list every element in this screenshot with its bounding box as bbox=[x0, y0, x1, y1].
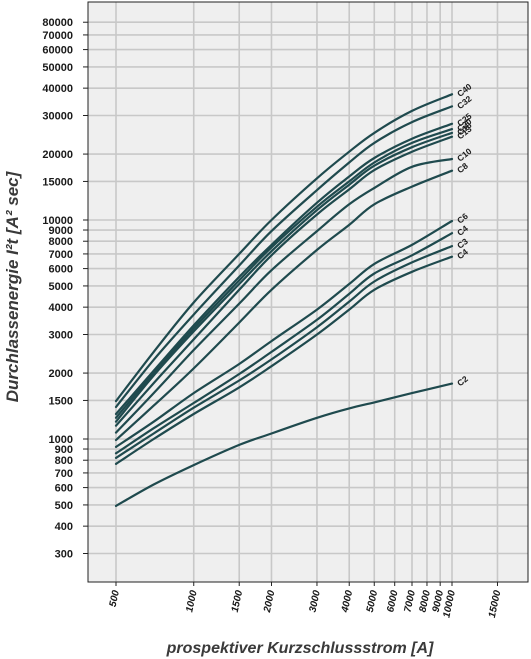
y-tick-label: 60000 bbox=[42, 45, 73, 57]
y-tick-label: 20000 bbox=[42, 149, 73, 161]
y-tick-label: 4000 bbox=[49, 302, 73, 314]
x-tick-label: 1000 bbox=[184, 589, 199, 613]
y-tick-label: 400 bbox=[55, 521, 73, 533]
y-tick-label: 300 bbox=[55, 549, 73, 561]
y-tick-label: 7000 bbox=[49, 249, 73, 261]
y-gridlines bbox=[88, 21, 528, 555]
series-line-c32 bbox=[114, 105, 454, 409]
x-tick-label: 8000 bbox=[418, 589, 433, 613]
y-tick-label: 80000 bbox=[42, 17, 73, 29]
y-tick-label: 1000 bbox=[49, 434, 73, 446]
series-line-c10 bbox=[114, 157, 454, 434]
y-tick-label: 5000 bbox=[49, 281, 73, 293]
x-tick-label: 6000 bbox=[385, 589, 400, 613]
y-tick-label: 700 bbox=[55, 468, 73, 480]
x-tick-label: 7000 bbox=[403, 589, 418, 613]
y-tick-label: 50000 bbox=[42, 62, 73, 74]
plot-frame bbox=[87, 1, 529, 583]
y-tick-label: 500 bbox=[55, 500, 73, 512]
y-tick-label: 800 bbox=[55, 455, 73, 467]
x-tick-label: 15000 bbox=[487, 589, 504, 619]
x-tick-label: 4000 bbox=[340, 589, 356, 614]
y-tick-label: 2000 bbox=[49, 368, 73, 380]
y-tick-label: 8000 bbox=[49, 236, 73, 248]
x-axis-title: prospektiver Kurzschlussstrom [A] bbox=[166, 640, 434, 657]
series-line-c3 bbox=[114, 245, 454, 459]
x-tick-label: 1500 bbox=[230, 589, 245, 613]
plot-area bbox=[88, 2, 528, 582]
x-tick-label: 2000 bbox=[262, 589, 278, 614]
x-tick-labels: 500 1000 1500 2000 3000 4000 5000 6000 7000 80009… bbox=[108, 582, 504, 619]
y-tick-label: 15000 bbox=[42, 176, 73, 188]
y-tick-label: 1500 bbox=[49, 395, 73, 407]
y-axis-title: Durchlassenergie I²t [A² sec] bbox=[3, 170, 22, 402]
series-line-c25 bbox=[114, 122, 454, 416]
y-tick-label: 900 bbox=[55, 444, 73, 456]
x-gridlines bbox=[115, 2, 499, 582]
x-tick-label: 9000 bbox=[431, 589, 446, 613]
y-tick-label: 10000 bbox=[42, 215, 73, 227]
series-line-c2 bbox=[114, 382, 454, 507]
series-line-c16 bbox=[114, 131, 454, 423]
y-tick-label: 6000 bbox=[49, 264, 73, 276]
series-line-c4 bbox=[114, 255, 454, 465]
series-lines bbox=[114, 93, 454, 507]
x-tick-label: 5000 bbox=[365, 589, 380, 613]
x-tick-label: 500 bbox=[108, 589, 122, 608]
y-tick-label: 3000 bbox=[49, 330, 73, 342]
y-tick-label: 30000 bbox=[42, 111, 73, 123]
x-tick-label: 3000 bbox=[308, 589, 323, 613]
plot-background bbox=[88, 2, 528, 582]
y-tick-label: 70000 bbox=[42, 30, 73, 42]
y-tick-label: 40000 bbox=[42, 83, 73, 95]
series-line-c6 bbox=[114, 219, 454, 448]
series-line-c40 bbox=[114, 93, 454, 403]
series-line-c8 bbox=[114, 169, 454, 442]
y-tick-label: 600 bbox=[55, 483, 73, 495]
series-line-c20 bbox=[114, 128, 454, 419]
series-line-c4 bbox=[114, 232, 454, 455]
y-tick-label: 9000 bbox=[49, 225, 73, 237]
series-line-c13 bbox=[114, 135, 454, 427]
